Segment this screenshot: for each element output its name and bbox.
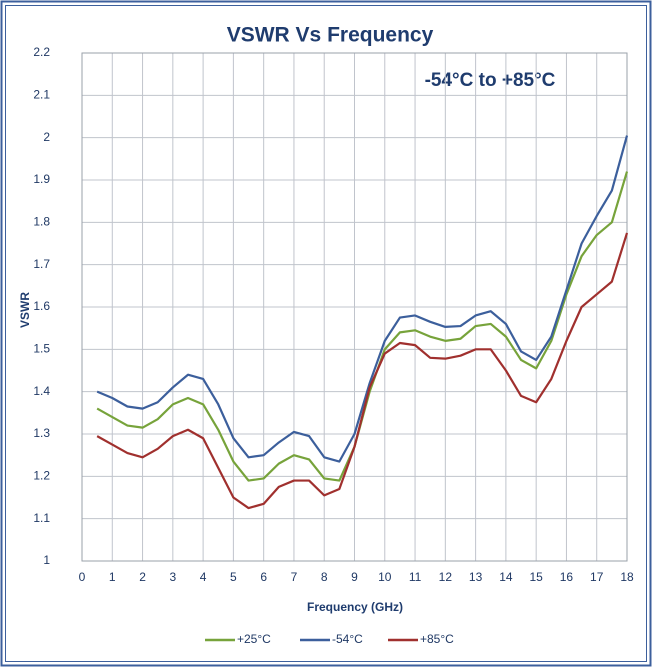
x-tick-label: 5 xyxy=(230,570,237,584)
x-tick-label: 15 xyxy=(529,570,543,584)
y-tick-label: 1.5 xyxy=(33,342,50,356)
x-tick-label: 0 xyxy=(79,570,86,584)
x-tick-label: 3 xyxy=(169,570,176,584)
y-tick-label: 1.2 xyxy=(33,469,50,483)
legend-label: +85°C xyxy=(420,632,454,646)
y-tick-label: 2.1 xyxy=(33,88,50,102)
x-tick-label: 2 xyxy=(139,570,146,584)
y-tick-label: 1.8 xyxy=(33,215,50,229)
y-tick-label: 1 xyxy=(43,553,50,567)
legend-label: +25°C xyxy=(237,632,271,646)
x-tick-label: 13 xyxy=(469,570,483,584)
series-line xyxy=(96,135,629,463)
series-line xyxy=(96,232,629,510)
x-tick-label: 10 xyxy=(378,570,392,584)
y-tick-label: 1.3 xyxy=(33,426,50,440)
x-tick-label: 12 xyxy=(439,570,453,584)
annotation: -54°C to +85°C xyxy=(425,70,556,91)
y-tick-label: 2.2 xyxy=(33,45,50,59)
legend-label: -54°C xyxy=(332,632,363,646)
x-tick-label: 4 xyxy=(200,570,207,584)
frame-inner xyxy=(5,5,647,662)
x-tick-label: 9 xyxy=(351,570,358,584)
x-tick-label: 6 xyxy=(260,570,267,584)
x-tick-label: 7 xyxy=(291,570,298,584)
y-tick-label: 2 xyxy=(43,130,50,144)
chart-title: VSWR Vs Frequency xyxy=(227,24,434,47)
y-tick-label: 1.6 xyxy=(33,299,50,313)
y-axis-label: VSWR xyxy=(18,292,32,328)
x-tick-label: 11 xyxy=(409,570,422,584)
y-tick-label: 1.1 xyxy=(33,511,50,525)
x-tick-label: 8 xyxy=(321,570,328,584)
x-axis-label: Frequency (GHz) xyxy=(307,600,403,614)
plot-border xyxy=(81,52,628,562)
x-tick-label: 17 xyxy=(590,570,604,584)
x-tick-label: 1 xyxy=(109,570,116,584)
x-tick-label: 16 xyxy=(560,570,574,584)
x-tick-label: 14 xyxy=(499,570,513,584)
y-tick-label: 1.4 xyxy=(33,384,50,398)
x-tick-label: 18 xyxy=(620,570,634,584)
y-tick-label: 1.9 xyxy=(33,172,50,186)
y-tick-label: 1.7 xyxy=(33,257,50,271)
